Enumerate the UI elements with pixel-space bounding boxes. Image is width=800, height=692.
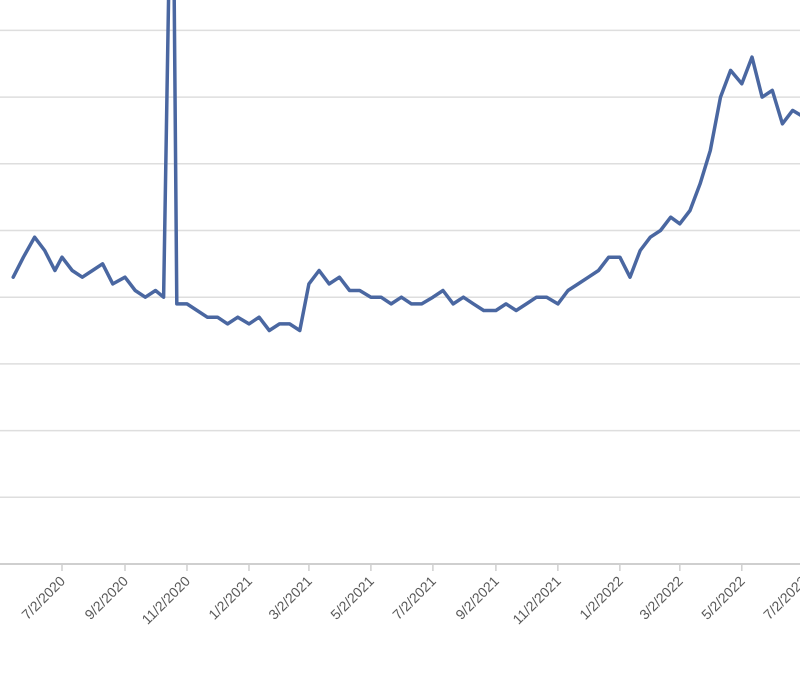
series-line [11, 0, 800, 333]
x-tick-label: 3/2/2021 [265, 573, 315, 623]
x-tick-label: 7/2/2021 [389, 573, 439, 623]
x-tick-label: 5/2/2021 [327, 573, 377, 623]
series-layer [11, 0, 800, 333]
x-tick-label: 3/2/2022 [636, 573, 686, 623]
x-tick-label: 1/2/2021 [205, 573, 255, 623]
x-tick-label: 11/2/2021 [509, 573, 564, 628]
x-tick-label: 9/2/2021 [452, 573, 502, 623]
x-axis: 7/2/2020 9/2/2020 11/2/2020 1/2/2021 3/2/202… [18, 564, 800, 627]
x-tick-label: 9/2/2020 [81, 573, 131, 623]
x-tick-label: 11/2/2020 [138, 573, 193, 628]
x-tick-label: 5/2/2022 [698, 573, 748, 623]
x-tick-label: 7/2/2022 [760, 573, 800, 623]
x-tick-label: 1/2/2022 [576, 573, 626, 623]
x-tick-label: 7/2/2020 [18, 573, 68, 623]
